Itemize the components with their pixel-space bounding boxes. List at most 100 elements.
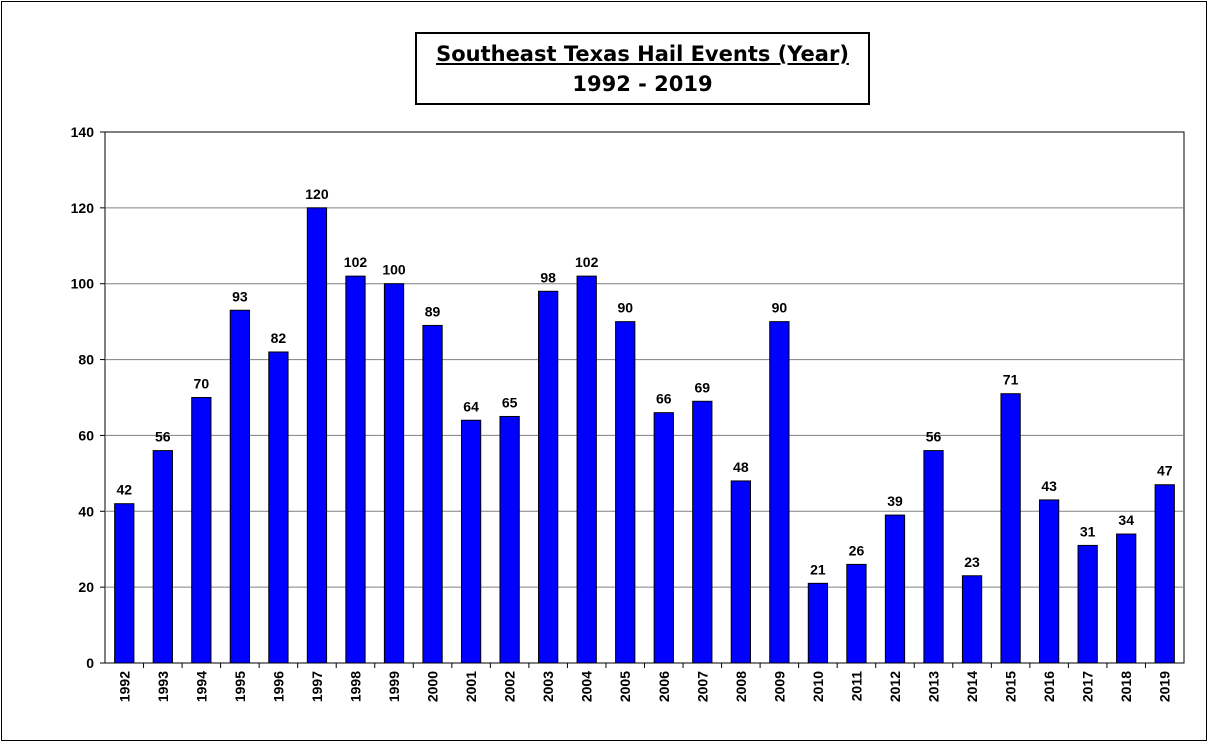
data-label-1999: 100 <box>382 262 406 278</box>
x-tick-label-2009: 2009 <box>771 671 787 702</box>
chart-subtitle: 1992 - 2019 <box>572 72 713 96</box>
bar-2017 <box>1077 544 1098 664</box>
y-tick-label: 140 <box>71 124 95 140</box>
data-label-2013: 56 <box>926 429 942 445</box>
x-tick-label-1996: 1996 <box>270 671 286 702</box>
x-axis: 1992 1993 1994 1995 1996 1997 1998 1999 2000 2001… <box>105 662 1184 702</box>
data-label-2007: 69 <box>695 379 711 395</box>
bar-2000 <box>422 324 443 664</box>
bar-1993 <box>152 450 173 664</box>
bar-1992 <box>114 503 135 664</box>
data-label-1997: 120 <box>305 186 329 202</box>
x-tick-label-2003: 2003 <box>540 671 556 702</box>
x-tick-label-2015: 2015 <box>1003 671 1019 702</box>
data-label-1993: 56 <box>155 429 171 445</box>
data-label-2003: 98 <box>540 269 556 285</box>
y-tick-label: 40 <box>78 503 94 519</box>
x-tick-label-1995: 1995 <box>232 671 248 702</box>
bar-1996 <box>268 351 289 664</box>
x-tick-label-2002: 2002 <box>502 671 518 702</box>
bar-2018 <box>1116 533 1137 664</box>
x-tick-label-1992: 1992 <box>116 671 132 702</box>
x-tick-label-2010: 2010 <box>810 671 826 702</box>
bar-2013 <box>923 450 944 664</box>
x-tick-label-1999: 1999 <box>386 671 402 702</box>
x-tick-label-2004: 2004 <box>579 671 595 702</box>
y-tick-label: 80 <box>78 352 94 368</box>
bar-2006 <box>653 412 674 664</box>
bar-2012 <box>884 514 906 664</box>
data-label-1996: 82 <box>271 330 287 346</box>
bar-2001 <box>460 419 482 664</box>
x-tick-label-2014: 2014 <box>964 671 980 702</box>
data-label-2019: 47 <box>1157 463 1173 479</box>
bars <box>114 207 1175 664</box>
data-label-2012: 39 <box>887 493 903 509</box>
bar-2007 <box>692 400 713 664</box>
x-tick-label-2005: 2005 <box>617 671 633 702</box>
x-tick-label-2012: 2012 <box>887 671 903 702</box>
bar-2008 <box>730 480 751 664</box>
bar-1995 <box>229 309 251 664</box>
x-tick-label-2000: 2000 <box>425 671 441 702</box>
data-label-2001: 64 <box>463 398 479 414</box>
y-axis: 0 20 40 60 80 100 120 140 <box>71 124 105 671</box>
y-tick-label: 100 <box>71 276 95 292</box>
bar-2009 <box>769 321 790 664</box>
data-label-1995: 93 <box>232 288 248 304</box>
x-tick-label-2011: 2011 <box>848 671 864 702</box>
x-tick-label-2006: 2006 <box>656 671 672 702</box>
bar-2004 <box>576 275 597 664</box>
x-tick-label-1994: 1994 <box>193 671 209 702</box>
x-tick-label-2017: 2017 <box>1080 671 1096 702</box>
x-tick-label-2019: 2019 <box>1157 671 1173 702</box>
bar-2011 <box>846 563 867 664</box>
data-label-2014: 23 <box>964 554 980 570</box>
y-tick-label: 60 <box>78 427 94 443</box>
x-tick-label-2018: 2018 <box>1118 671 1134 702</box>
bar-1997 <box>306 207 328 664</box>
data-labels: 42 56 70 93 82 120 102 100 89 64 65 98 102 90 66 69 48 90… <box>116 186 1172 577</box>
x-tick-label-1997: 1997 <box>309 671 325 702</box>
x-tick-label-2001: 2001 <box>463 671 479 702</box>
y-tick-label: 20 <box>78 579 94 595</box>
data-label-2000: 89 <box>425 303 441 319</box>
bar-2019 <box>1154 484 1175 664</box>
bar-2010 <box>807 582 829 664</box>
bar-1998 <box>345 275 366 664</box>
data-label-2008: 48 <box>733 459 749 475</box>
bar-1999 <box>383 283 405 664</box>
x-tick-label-2016: 2016 <box>1041 671 1057 702</box>
data-label-2017: 31 <box>1080 523 1096 539</box>
chart-title-box: Southeast Texas Hail Events (Year) 1992 … <box>415 32 870 105</box>
bar-2016 <box>1038 499 1060 664</box>
bar-2002 <box>499 415 520 664</box>
data-label-2009: 90 <box>772 300 788 316</box>
x-tick-label-1993: 1993 <box>155 671 171 702</box>
x-tick-label-2007: 2007 <box>694 671 710 702</box>
data-label-2002: 65 <box>502 394 518 410</box>
data-label-1998: 102 <box>344 254 368 270</box>
x-tick-label-1998: 1998 <box>347 671 363 702</box>
data-label-2006: 66 <box>656 391 672 407</box>
bar-2014 <box>961 575 983 664</box>
x-tick-label-2013: 2013 <box>926 671 942 702</box>
y-tick-label: 0 <box>86 655 94 671</box>
data-label-2005: 90 <box>617 300 633 316</box>
data-label-2011: 26 <box>849 542 865 558</box>
data-label-2018: 34 <box>1118 512 1134 528</box>
bar-2005 <box>615 321 636 664</box>
bar-1994 <box>191 397 212 664</box>
gridlines <box>104 131 1185 664</box>
data-label-1992: 42 <box>116 482 132 498</box>
x-tick-label-2008: 2008 <box>733 671 749 702</box>
bar-2003 <box>538 290 559 664</box>
data-label-1994: 70 <box>194 376 210 392</box>
plot-area <box>104 131 1185 664</box>
y-tick-label: 120 <box>71 200 95 216</box>
bar-2015 <box>1000 393 1021 664</box>
data-label-2016: 43 <box>1041 478 1057 494</box>
chart-title: Southeast Texas Hail Events (Year) <box>436 42 849 66</box>
data-label-2010: 21 <box>810 561 826 577</box>
